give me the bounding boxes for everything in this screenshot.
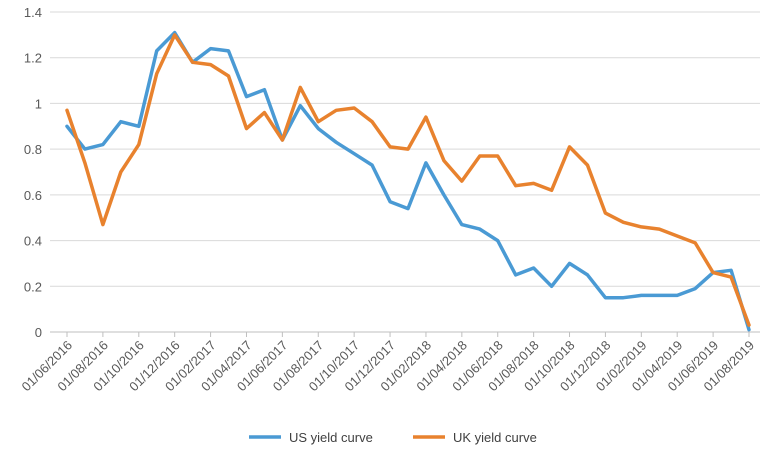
y-tick-label: 1	[35, 96, 42, 111]
y-tick-label: 1.4	[24, 5, 42, 20]
uk-yield-curve-line	[65, 33, 751, 327]
x-axis-ticks: 01/06/201601/08/201601/10/201601/12/2016…	[18, 332, 757, 394]
y-tick-label: 0.8	[24, 142, 42, 157]
y-axis-ticks: 0 0.2 0.4 0.6 0.8 1 1.2 1.4	[24, 5, 42, 340]
series-lines	[65, 30, 751, 332]
legend-label-us: US yield curve	[289, 430, 373, 445]
y-tick-label: 1.2	[24, 51, 42, 66]
legend-label-uk: UK yield curve	[453, 430, 537, 445]
y-tick-label: 0	[35, 325, 42, 340]
y-tick-label: 0.6	[24, 188, 42, 203]
gridlines	[50, 11, 760, 333]
y-tick-label: 0.4	[24, 234, 42, 249]
us-yield-curve-line	[65, 30, 751, 332]
legend: US yield curve UK yield curve	[249, 430, 537, 445]
y-tick-label: 0.2	[24, 279, 42, 294]
